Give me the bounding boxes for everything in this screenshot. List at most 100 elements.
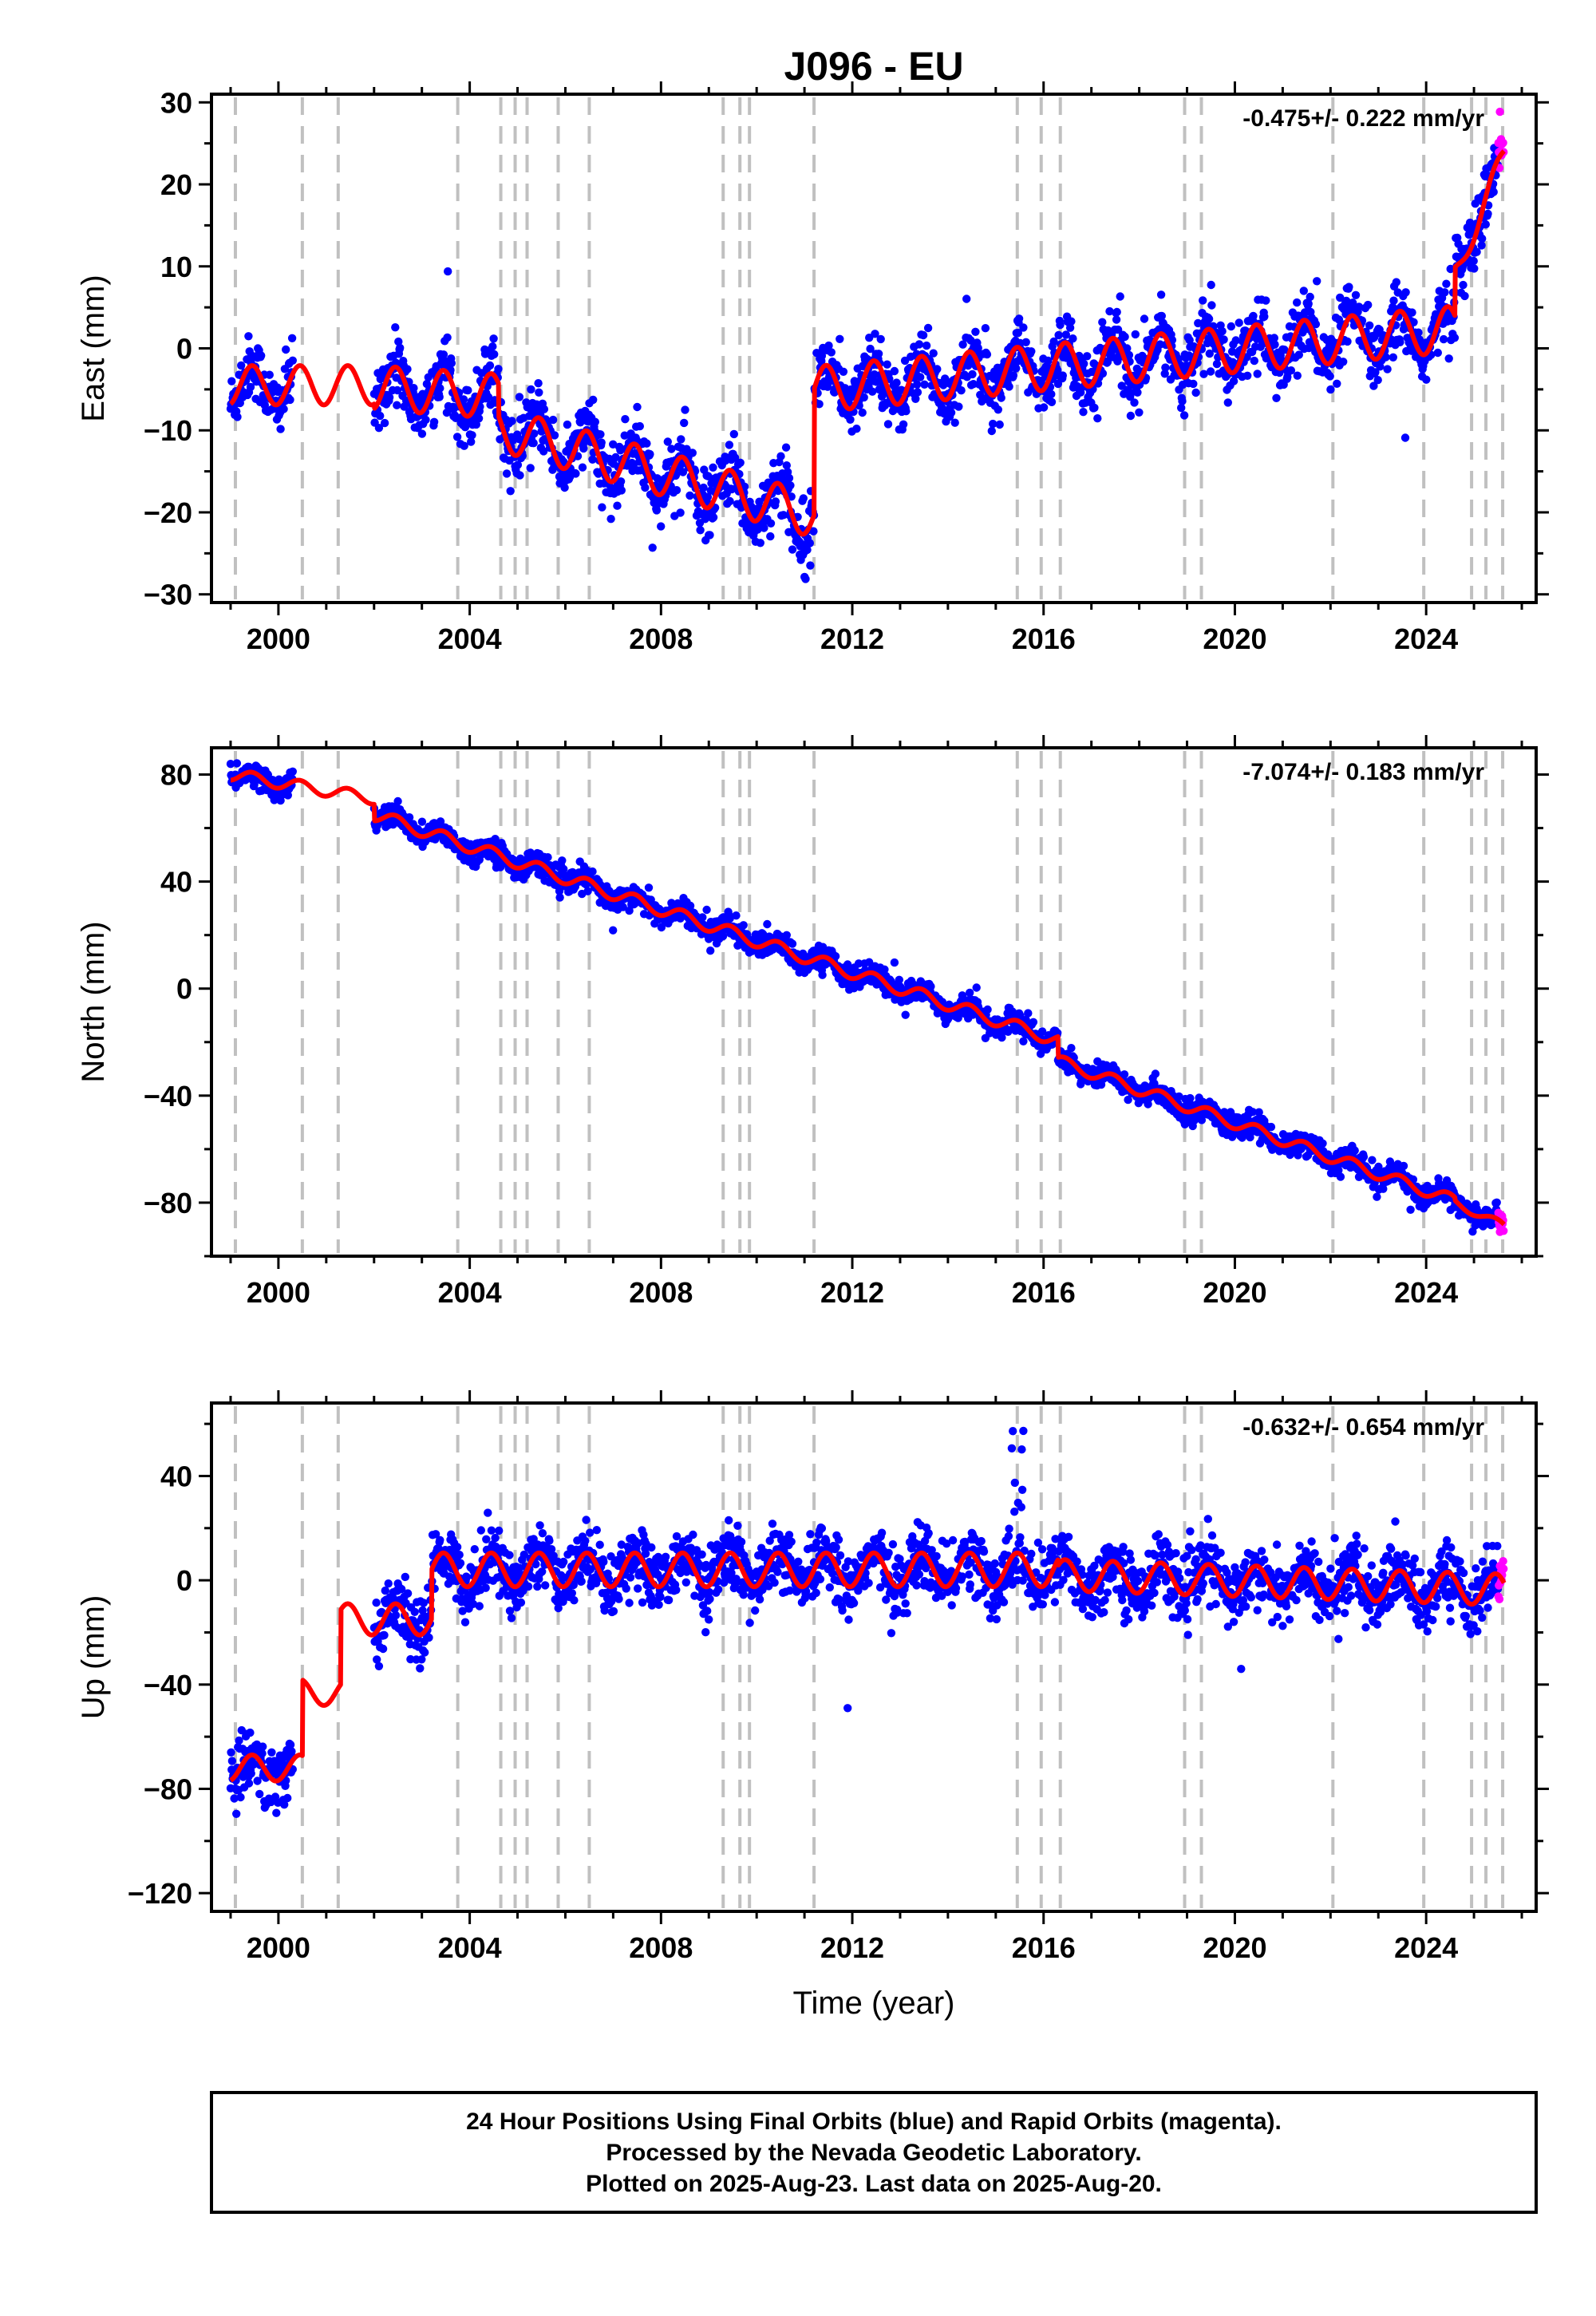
final-orbit-point (609, 440, 618, 449)
final-orbit-point (806, 561, 815, 570)
final-orbit-point (681, 405, 689, 414)
final-orbit-point (983, 1005, 992, 1014)
final-orbit-point (1204, 314, 1214, 323)
final-orbit-point (852, 425, 861, 433)
final-orbit-point (771, 497, 780, 506)
final-orbit-point (257, 351, 266, 360)
final-orbit-point (635, 421, 644, 431)
x-tick-label: 2008 (629, 1276, 693, 1309)
final-orbit-point (1090, 403, 1099, 413)
final-orbit-point (1481, 220, 1491, 229)
final-orbit-point (596, 430, 605, 439)
final-orbit-point (763, 919, 772, 929)
final-orbit-point (279, 405, 288, 413)
final-orbit-point (227, 377, 236, 385)
final-orbit-point (588, 867, 597, 876)
final-orbit-point (436, 384, 444, 393)
final-orbit-point (1433, 348, 1443, 358)
final-orbit-point (1027, 347, 1036, 356)
final-orbit-point (784, 473, 794, 483)
final-orbit-point (1024, 1009, 1033, 1018)
final-orbit-point (1406, 1205, 1415, 1215)
x-tick-label: 2016 (1012, 1276, 1076, 1309)
final-orbit-point (539, 405, 549, 413)
final-orbit-point (1389, 296, 1398, 305)
final-orbit-point (1444, 354, 1453, 363)
final-orbit-point (598, 503, 606, 512)
final-orbit-point (966, 988, 974, 998)
final-orbit-point (1130, 398, 1139, 407)
final-orbit-point (1364, 300, 1373, 310)
final-orbit-point (1135, 408, 1144, 417)
final-orbit-point (1389, 353, 1398, 362)
final-orbit-point (396, 343, 405, 353)
final-orbit-point (488, 342, 497, 351)
final-orbit-point (1179, 411, 1189, 420)
final-orbit-point (606, 515, 615, 524)
final-orbit-point (459, 395, 468, 404)
final-orbit-point (995, 420, 1004, 429)
final-orbit-point (1272, 393, 1281, 402)
final-orbit-point (246, 1728, 255, 1737)
y-tick-label: −10 (144, 414, 192, 447)
final-orbit-point (236, 1792, 245, 1802)
final-orbit-point (1112, 307, 1121, 317)
final-orbit-point (729, 429, 738, 439)
final-orbit-point (1098, 318, 1107, 326)
final-orbit-point (417, 817, 427, 826)
y-tick-label: −30 (144, 579, 192, 611)
y-tick-label: 0 (176, 973, 192, 1006)
final-orbit-point (1326, 385, 1335, 394)
final-orbit-point (1339, 358, 1348, 366)
y-tick-label: 0 (176, 333, 192, 366)
final-orbit-point (594, 469, 602, 478)
final-orbit-point (633, 402, 642, 412)
final-orbit-point (933, 365, 942, 373)
final-orbit-point (558, 856, 567, 865)
final-orbit-point (255, 1789, 264, 1799)
final-orbit-point (1067, 317, 1076, 326)
final-orbit-point (1304, 299, 1313, 308)
final-orbit-point (1460, 291, 1469, 301)
final-orbit-point (591, 417, 599, 426)
final-orbit-point (892, 378, 901, 387)
panel-up: 2000 2004 2008 2012 2016 2020 2024400−40−80−12… (76, 1390, 1549, 2021)
y-tick-label: 40 (160, 866, 192, 899)
final-orbit-point (915, 340, 924, 349)
final-orbit-point (1223, 398, 1233, 407)
final-orbit-point (663, 437, 672, 446)
rapid-orbit-point (1499, 138, 1507, 148)
final-orbit-point (444, 267, 452, 276)
final-orbit-point (688, 449, 697, 457)
final-orbit-point (244, 1779, 254, 1788)
final-orbit-point (527, 385, 535, 394)
final-orbit-point (922, 341, 931, 350)
final-orbit-point (244, 332, 253, 341)
final-orbit-point (1368, 1156, 1377, 1164)
final-orbit-point (913, 388, 922, 397)
final-orbit-point (227, 1748, 235, 1757)
final-orbit-point (259, 1742, 267, 1751)
x-tick-label: 2024 (1394, 622, 1458, 655)
y-tick-label: 80 (160, 759, 192, 792)
final-orbit-point (1333, 379, 1341, 388)
final-orbit-point (781, 443, 791, 452)
final-orbit-point (1083, 352, 1092, 361)
final-orbit-point (1450, 334, 1460, 342)
final-orbit-point (1345, 283, 1353, 291)
final-orbit-point (1408, 308, 1416, 317)
final-orbit-point (890, 958, 899, 967)
final-orbit-point (846, 415, 855, 424)
final-orbit-point (982, 350, 992, 359)
final-orbit-point (1126, 411, 1136, 421)
final-orbit-point (1116, 292, 1124, 301)
final-orbit-point (617, 486, 626, 495)
final-orbit-point (286, 395, 294, 405)
final-orbit-point (1009, 371, 1018, 380)
final-orbit-point (1047, 397, 1057, 406)
final-orbit-point (899, 420, 908, 429)
final-orbit-point (1227, 322, 1236, 331)
final-orbit-point (233, 413, 242, 421)
final-orbit-point (1029, 1018, 1038, 1027)
final-orbit-point (1350, 1146, 1359, 1155)
